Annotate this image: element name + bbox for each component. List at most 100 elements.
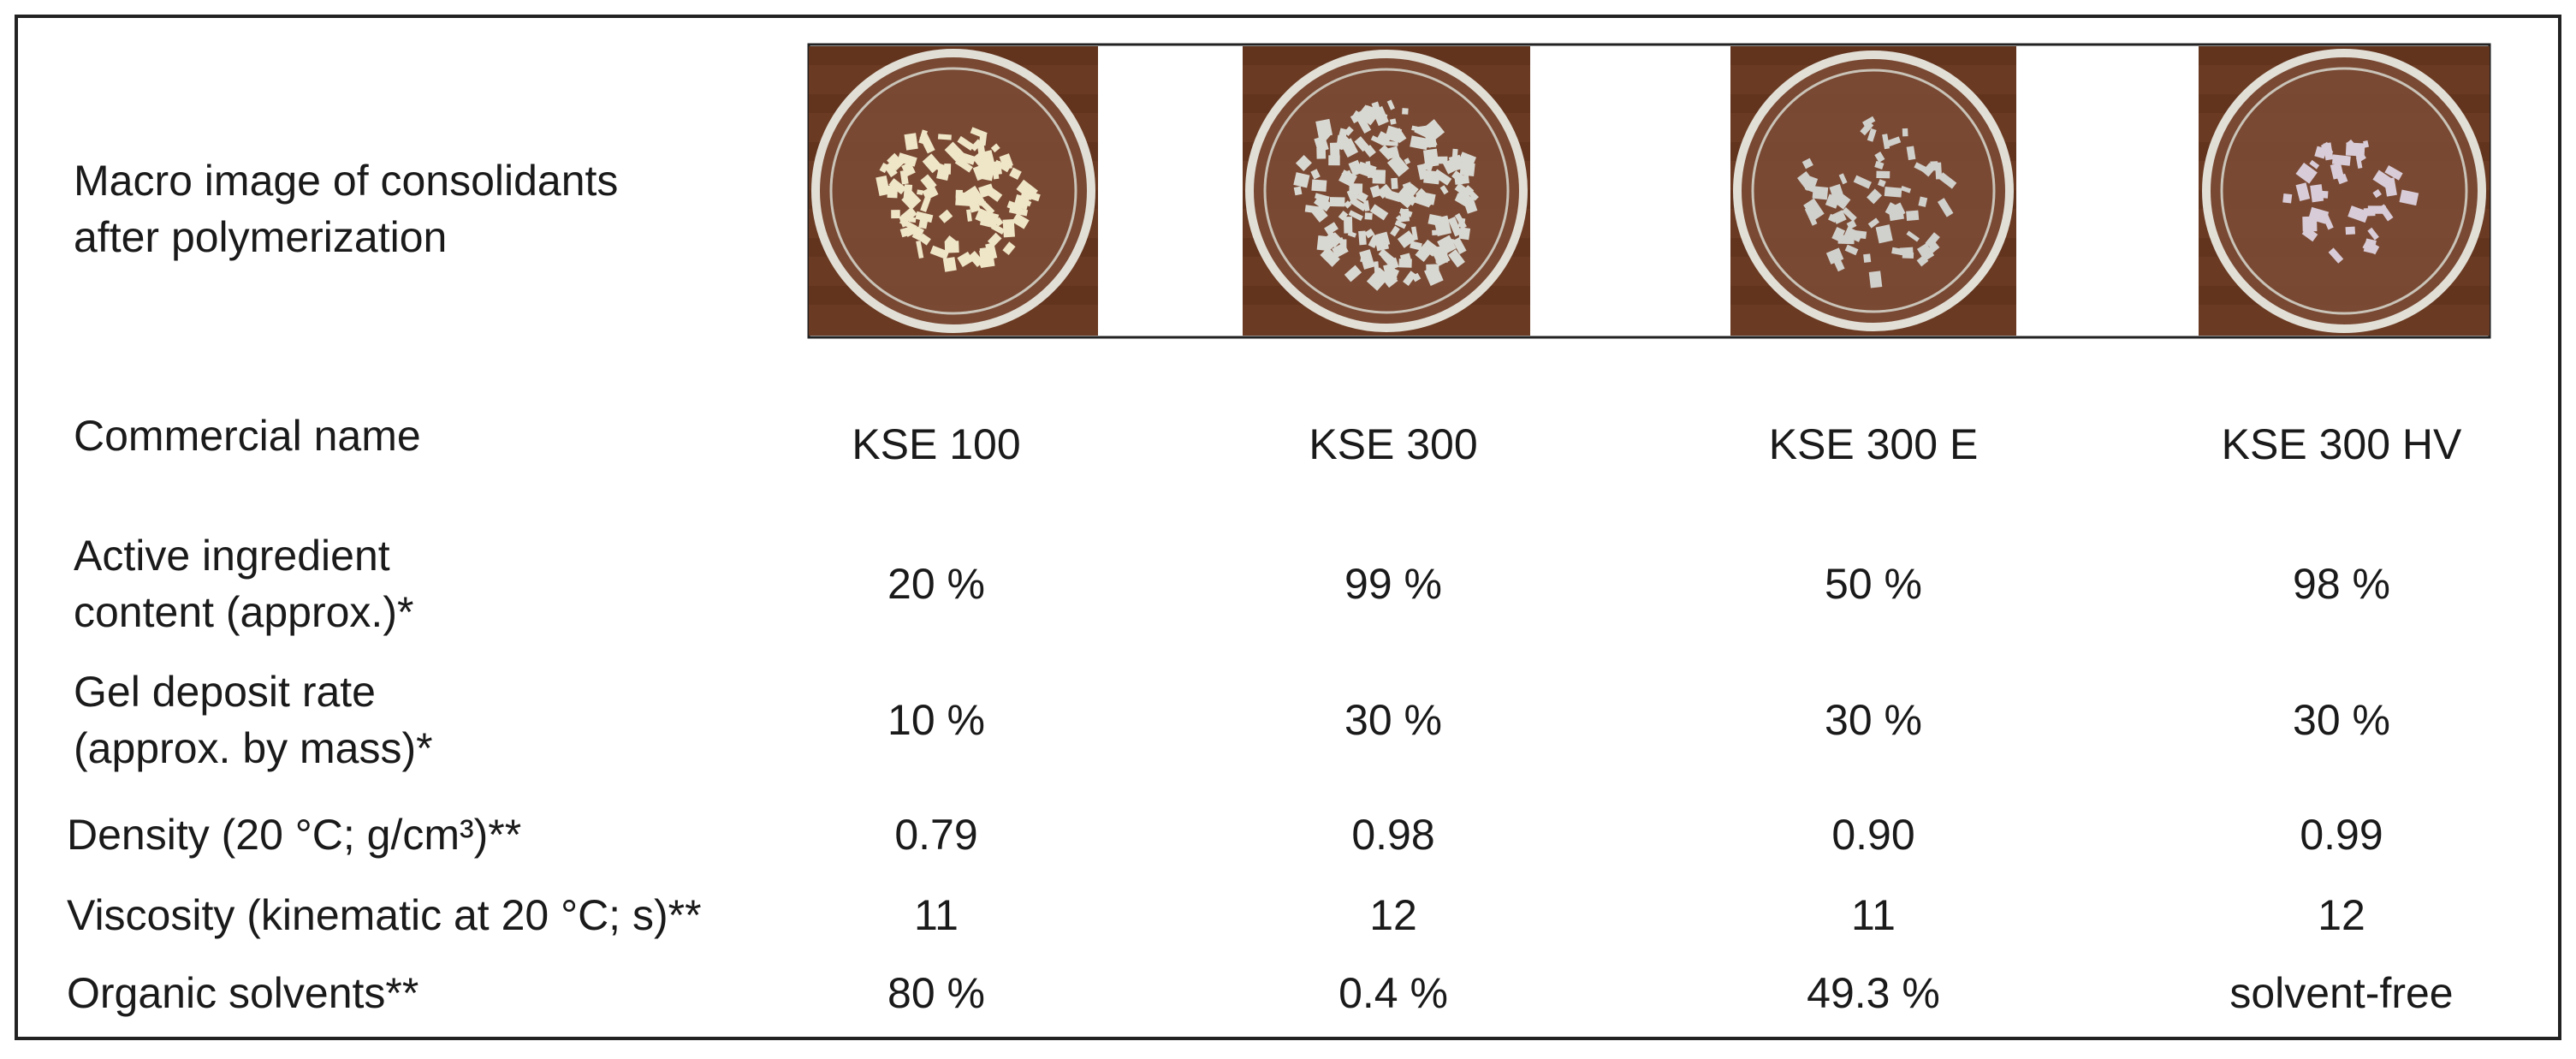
flake [1385, 189, 1403, 203]
flake [1329, 197, 1345, 207]
cell: KSE 300 [1309, 420, 1477, 468]
flake [1020, 188, 1041, 202]
flake [2295, 182, 2311, 202]
cell: solvent-free [2229, 969, 2453, 1017]
flake [929, 245, 950, 260]
flake [1433, 215, 1452, 237]
flake [1389, 118, 1397, 125]
flake [1837, 235, 1855, 245]
flake [1906, 210, 1920, 222]
flake [1394, 220, 1407, 229]
flake [1013, 193, 1030, 211]
petri-dish [2202, 49, 2486, 333]
flake [1399, 208, 1410, 223]
flake [1457, 217, 1466, 228]
flake [1451, 170, 1467, 185]
flake [2367, 227, 2379, 241]
flake [1425, 119, 1445, 140]
flake [1382, 265, 1400, 284]
flake [1458, 152, 1477, 167]
flake [918, 233, 931, 246]
cell: 99 % [1344, 560, 1442, 608]
flake [1012, 212, 1030, 229]
cell: 30 % [1344, 696, 1442, 744]
flake [1829, 183, 1844, 200]
flake [1868, 271, 1883, 289]
flake [1899, 247, 1914, 255]
cell: 11 [914, 891, 959, 939]
flake [1902, 128, 1908, 137]
flake [1399, 253, 1412, 265]
flake [1843, 226, 1863, 242]
flake [1354, 136, 1369, 152]
flake [1377, 131, 1392, 144]
flake [1415, 243, 1433, 262]
cell: 0.99 [2300, 811, 2383, 859]
flake [957, 251, 974, 268]
flake [1451, 148, 1458, 159]
flake [1404, 158, 1411, 165]
cell: 0.98 [1351, 811, 1434, 859]
cell: 12 [1369, 891, 1417, 939]
flake [1338, 135, 1356, 153]
flake [970, 127, 988, 140]
photos [809, 46, 2490, 336]
flake [1853, 175, 1873, 189]
cell: 10 % [887, 696, 985, 744]
flake [978, 183, 995, 199]
flake [1366, 271, 1386, 291]
flake [2378, 204, 2394, 222]
flake [1315, 193, 1330, 202]
flake [1324, 222, 1338, 235]
flake [2330, 163, 2344, 180]
flake [944, 241, 959, 253]
flake [1332, 242, 1349, 259]
flake [2331, 154, 2351, 166]
flake [1397, 230, 1416, 248]
row-label: Viscosity (kinematic at 20 °C; s)** [67, 891, 702, 939]
flake [1363, 145, 1376, 158]
flake [1447, 217, 1463, 237]
flake [1884, 187, 1902, 198]
flake [2320, 141, 2334, 157]
flake [968, 251, 984, 268]
flake [1448, 249, 1465, 268]
flake [1876, 170, 1890, 179]
flake [1359, 249, 1375, 270]
flake [1008, 205, 1029, 217]
flake [908, 217, 917, 223]
petri-dish-inner [2220, 67, 2468, 315]
flake [1846, 219, 1857, 230]
flake [1314, 194, 1333, 212]
flake [2309, 159, 2320, 170]
flake [1311, 179, 1327, 192]
flake [2363, 238, 2377, 254]
flake [1344, 265, 1362, 283]
flake [1410, 241, 1422, 251]
flake [2310, 184, 2324, 203]
row-label: Commercial name [74, 412, 421, 460]
flake [2399, 189, 2419, 206]
cell: 30 % [2293, 696, 2390, 744]
cell: 20 % [887, 560, 985, 608]
flake [1867, 217, 1880, 229]
cell: 98 % [2293, 560, 2390, 608]
flake [1452, 237, 1467, 255]
flake [2384, 164, 2403, 181]
flake [1329, 142, 1340, 159]
flake [1424, 265, 1444, 286]
flake [1885, 136, 1902, 147]
flake [1860, 121, 1874, 136]
flake [1867, 188, 1883, 205]
flake [1362, 199, 1370, 211]
flake [875, 176, 890, 197]
flake [2345, 142, 2365, 157]
flake [999, 153, 1013, 170]
flake [1801, 158, 1813, 170]
cell: KSE 100 [852, 420, 1020, 468]
cell: KSE 300 E [1769, 420, 1979, 468]
flake [1411, 125, 1431, 134]
flake [1373, 267, 1387, 282]
flake [1357, 104, 1379, 126]
flake [1369, 204, 1389, 221]
